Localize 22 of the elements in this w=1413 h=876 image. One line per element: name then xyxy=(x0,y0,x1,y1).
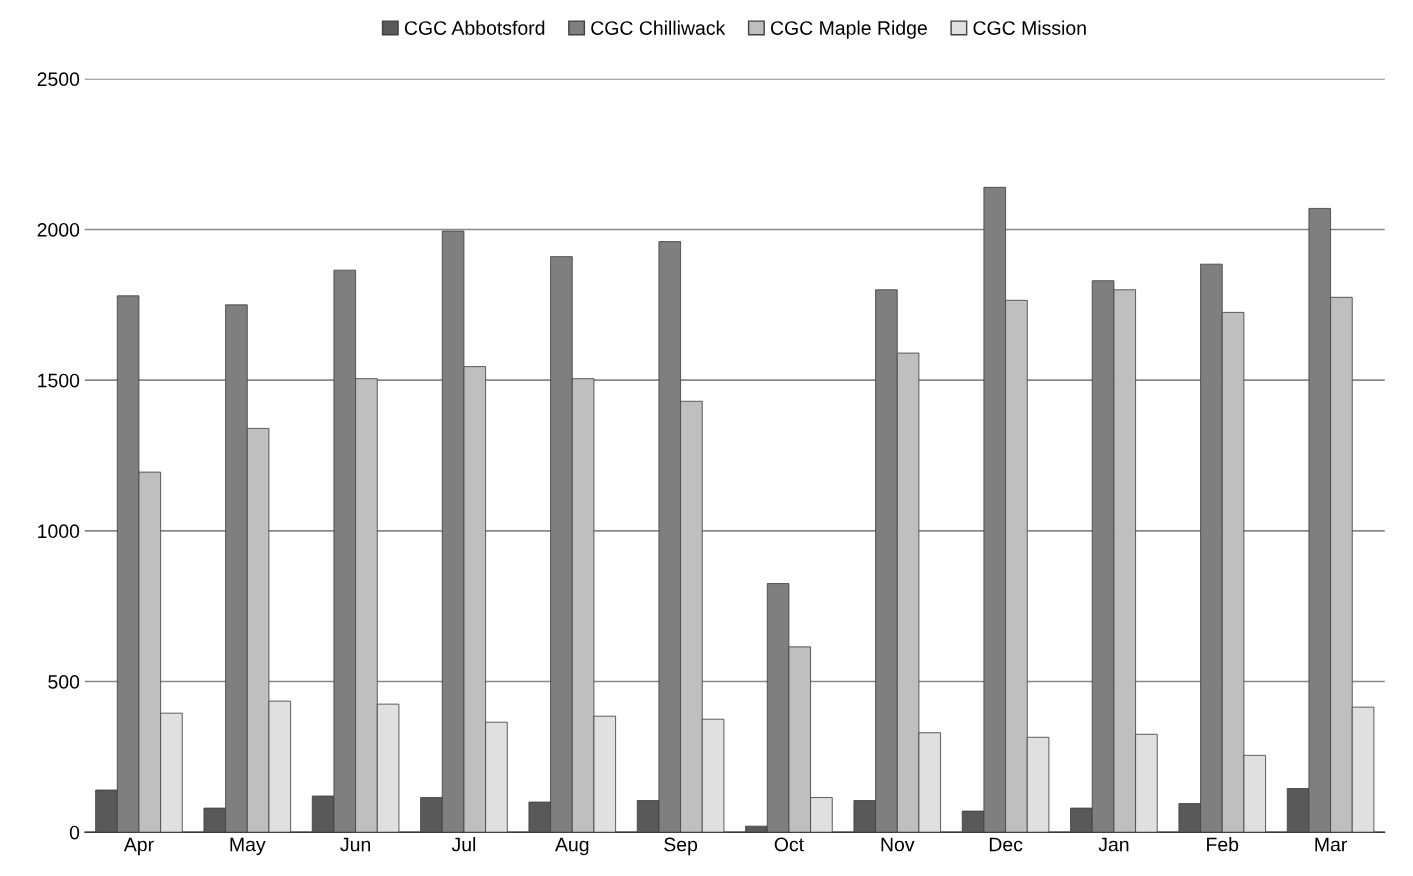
y-tick-label: 1000 xyxy=(38,524,80,539)
x-tick-label: Dec xyxy=(989,837,1023,852)
x-tick-label: May xyxy=(230,837,266,856)
legend-label: CGC Maple Ridge xyxy=(770,20,927,39)
x-tick-label: Apr xyxy=(123,837,154,856)
x-tick-label: Mar xyxy=(1315,837,1347,852)
legend-label: CGC Mission xyxy=(973,20,1086,35)
x-tick-label: Jan xyxy=(1098,837,1129,852)
y-tick-label: 1500 xyxy=(38,373,80,388)
y-tick-label: 2500 xyxy=(37,72,80,87)
y-tick-label: 0 xyxy=(69,825,80,840)
x-tick-label: Oct xyxy=(774,837,804,852)
legend-label: CGC Abbotsford xyxy=(404,20,545,35)
y-tick-label: 500 xyxy=(48,675,80,689)
x-tick-label: Feb xyxy=(1207,837,1239,852)
legend-label: CGC Chilliwack xyxy=(591,20,726,35)
x-tick-label: Aug xyxy=(555,837,589,856)
y-tick-label: 2000 xyxy=(37,222,80,237)
x-tick-label: Nov xyxy=(881,837,915,852)
x-tick-label: Jun xyxy=(340,837,371,852)
x-tick-label: Jul xyxy=(451,837,476,852)
x-tick-label: Sep xyxy=(664,837,698,856)
